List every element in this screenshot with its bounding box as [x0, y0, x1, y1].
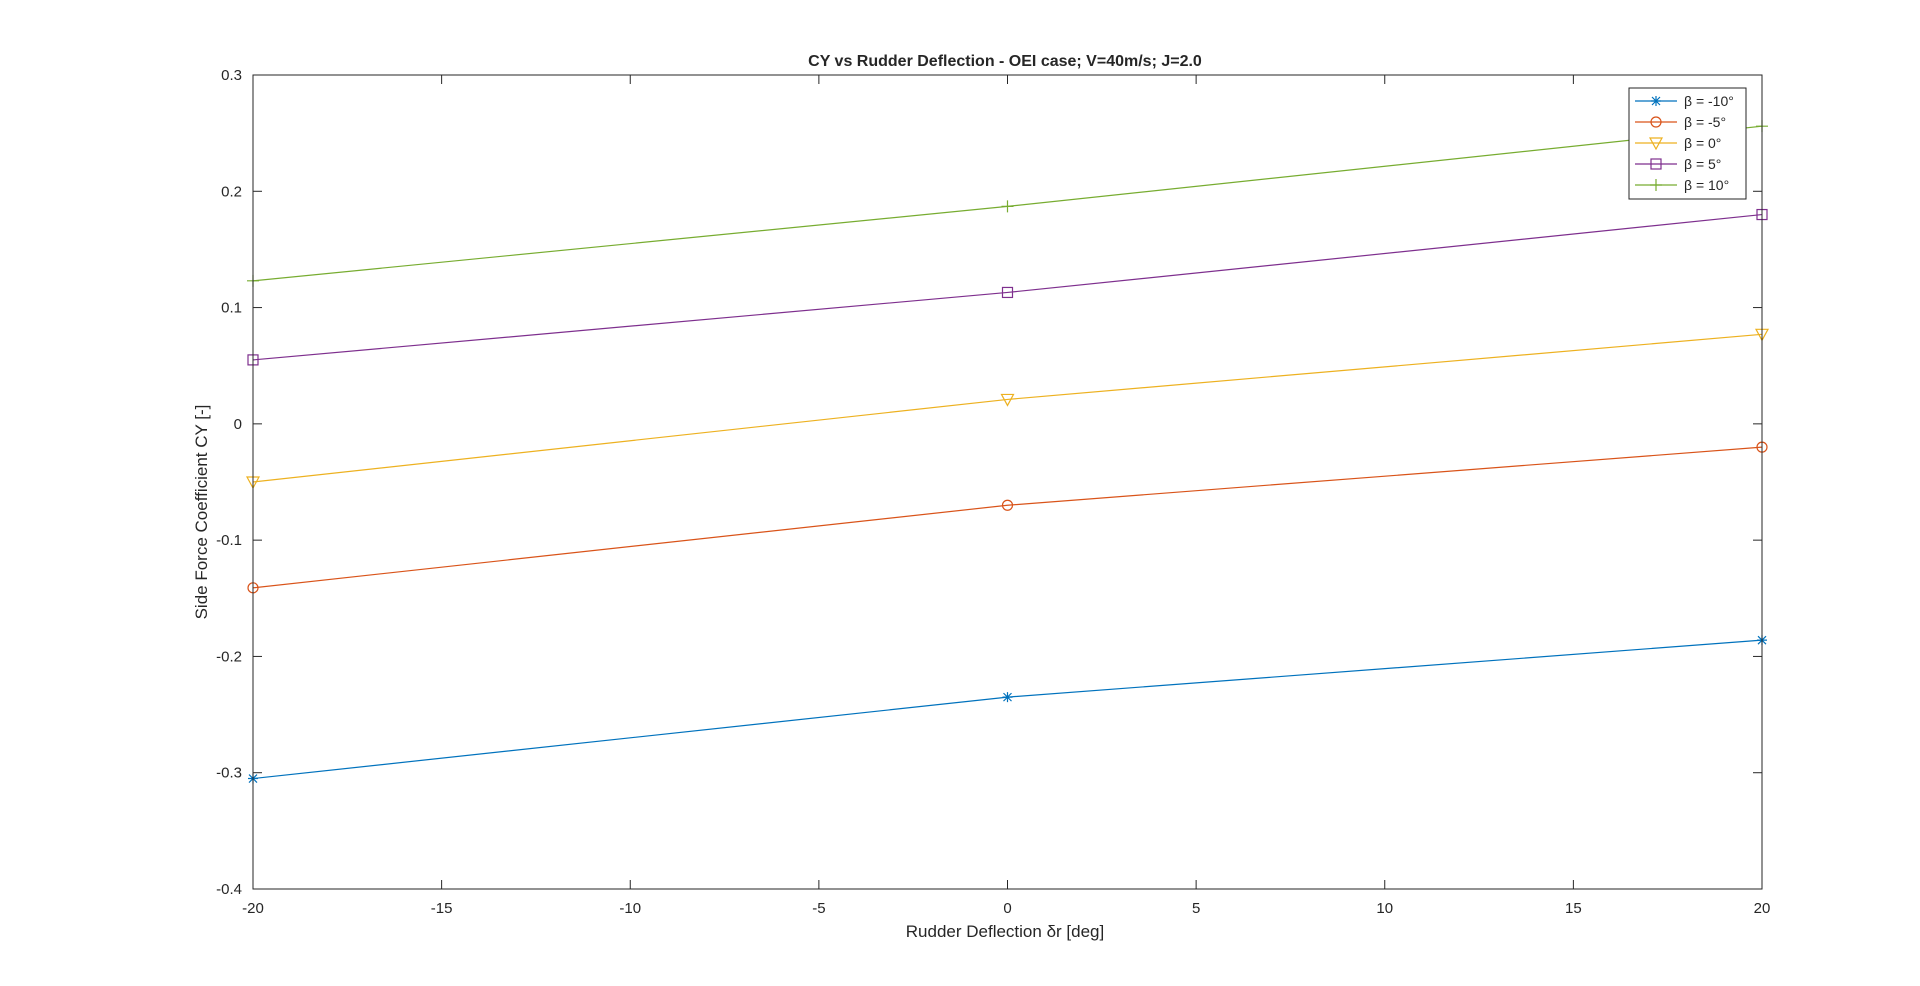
x-tick-label: 15: [1565, 900, 1582, 917]
data-point-1-1-shape: [1001, 499, 1014, 511]
legend-label-0: β = -10°: [1684, 93, 1734, 109]
legend-marker-4-shape: [1650, 179, 1662, 191]
x-tick-label: 20: [1754, 900, 1771, 917]
data-point-2-1: [1000, 393, 1015, 407]
data-point-0-1-shape: [1002, 692, 1013, 703]
series-line-3: [252, 213, 1763, 361]
x-tick-label: 0: [1003, 900, 1011, 917]
y-tick-label: -0.4: [216, 881, 242, 898]
legend-label-2: β = 0°: [1684, 135, 1721, 151]
legend-item-4: β = 10°: [1635, 177, 1729, 193]
y-tick-label: 0.2: [221, 183, 242, 200]
legend: β = -10° β = -5° β = 0° β = 5° β = 10°: [1628, 87, 1747, 200]
series-line-1: [252, 446, 1763, 589]
legend-item-1: β = -5°: [1635, 114, 1726, 130]
data-point-1-1: [1001, 499, 1014, 511]
x-tick-label: 5: [1192, 900, 1200, 917]
data-point-0-1: [1002, 692, 1013, 703]
y-tick-label: 0.3: [221, 67, 242, 84]
x-tick-label: -10: [619, 900, 641, 917]
legend-label-1: β = -5°: [1684, 114, 1726, 130]
axes-background: [253, 75, 1762, 889]
y-tick-label: 0: [234, 416, 242, 433]
x-tick-label: 10: [1376, 900, 1393, 917]
legend-item-0: β = -10°: [1635, 93, 1734, 109]
series-line-2: [252, 333, 1763, 483]
y-tick-label: -0.3: [216, 765, 242, 782]
y-tick-label: -0.2: [216, 648, 242, 665]
y-axis-label: Side Force Coefficient CY [-]: [192, 405, 211, 620]
legend-item-2: β = 0°: [1635, 135, 1721, 151]
data-point-2-1-shape: [1000, 393, 1015, 407]
data-point-4-1-shape: [1001, 200, 1014, 213]
data-point-4-1: [1001, 200, 1014, 213]
legend-label-4: β = 10°: [1684, 177, 1729, 193]
legend-marker-1: [1650, 116, 1662, 128]
legend-marker-3: [1650, 158, 1662, 170]
legend-marker-4: [1650, 179, 1662, 191]
y-tick-label: 0.1: [221, 300, 242, 317]
x-axis-label: Rudder Deflection δr [deg]: [906, 922, 1104, 941]
legend-marker-0-shape: [1651, 96, 1661, 106]
data-point-3-1-shape: [1001, 286, 1014, 299]
legend-marker-2-shape: [1648, 137, 1664, 151]
y-tick-label: -0.1: [216, 532, 242, 549]
legend-label-3: β = 5°: [1684, 156, 1721, 172]
x-tick-label: -15: [431, 900, 453, 917]
x-tick-label: -5: [812, 900, 825, 917]
plot-area: -20 -15 -10 -5 0 5 10 15 20 -0.4 -0.3 -0.2 -0.1 0 0.1 0…: [216, 67, 1770, 917]
chart-title: CY vs Rudder Deflection - OEI case; V=40…: [808, 53, 1202, 70]
legend-item-3: β = 5°: [1635, 156, 1721, 172]
legend-marker-1-shape: [1650, 116, 1662, 128]
x-tick-label: -20: [242, 900, 264, 917]
data-point-3-1: [1001, 286, 1014, 299]
legend-marker-3-shape: [1650, 158, 1662, 170]
legend-marker-0: [1651, 96, 1661, 106]
legend-marker-2: [1648, 137, 1664, 151]
